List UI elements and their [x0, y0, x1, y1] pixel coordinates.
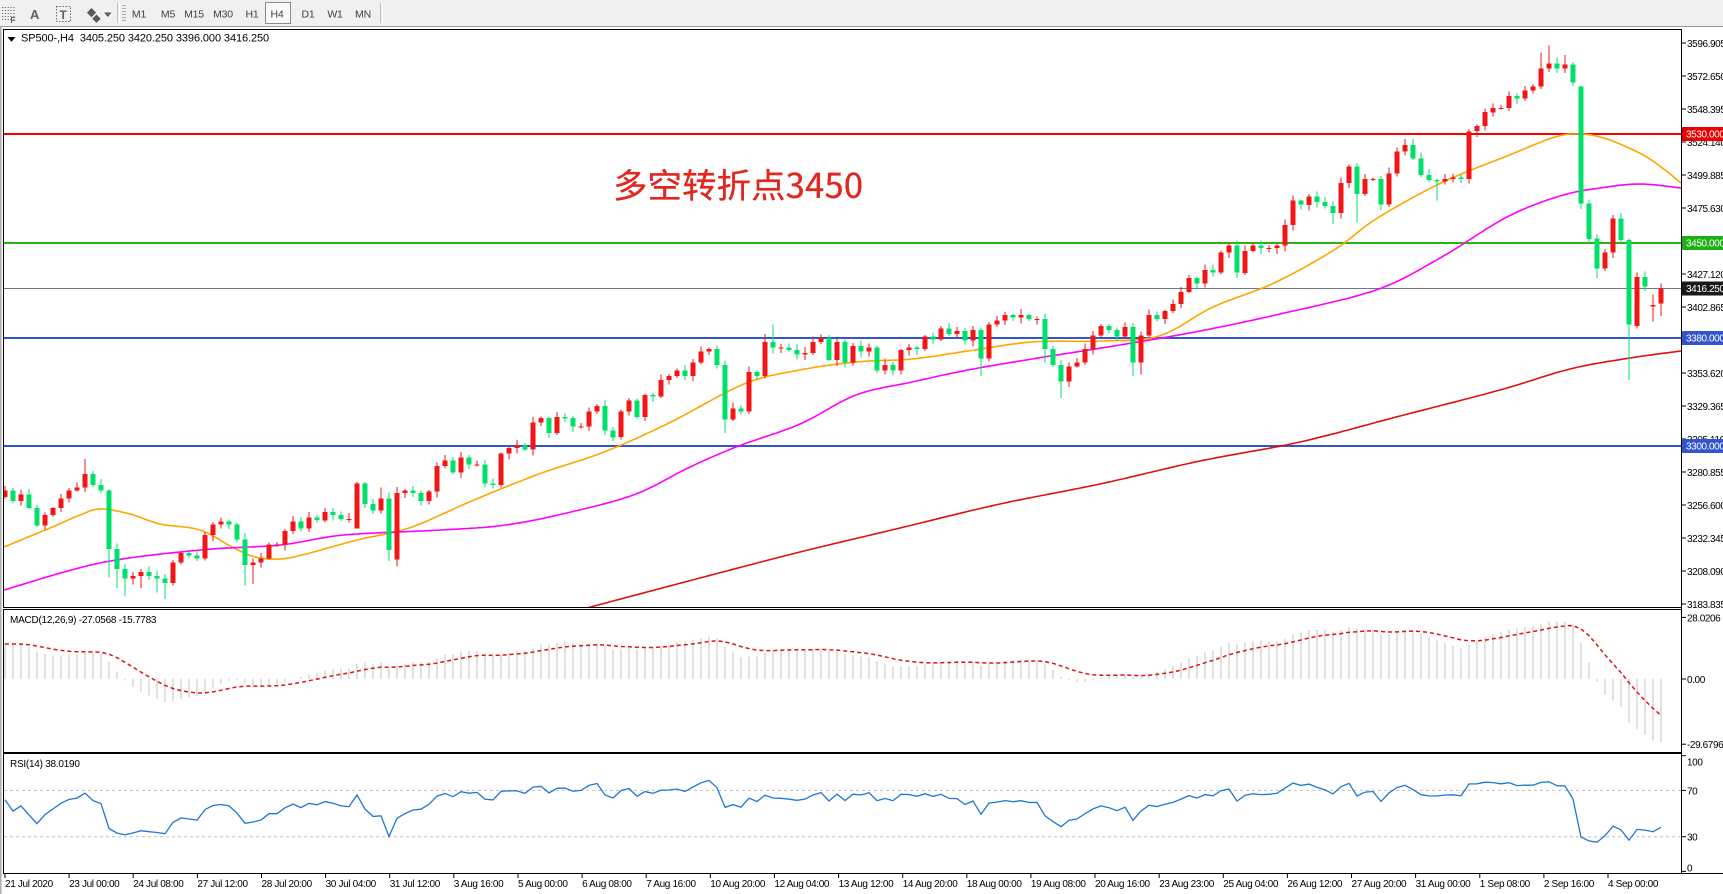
svg-text:3524.140: 3524.140 [1687, 138, 1723, 149]
svg-text:M15: M15 [184, 9, 204, 21]
svg-text:18 Aug 00:00: 18 Aug 00:00 [967, 879, 1023, 890]
svg-text:F: F [11, 15, 16, 25]
svg-text:30 Jul 04:00: 30 Jul 04:00 [326, 879, 377, 890]
svg-text:28 Jul 20:00: 28 Jul 20:00 [262, 879, 313, 890]
svg-text:3329.365: 3329.365 [1687, 402, 1723, 413]
svg-text:6 Aug 08:00: 6 Aug 08:00 [582, 879, 632, 890]
svg-text:100: 100 [1687, 758, 1703, 769]
svg-text:26 Aug 12:00: 26 Aug 12:00 [1287, 879, 1343, 890]
svg-text:3380.000: 3380.000 [1686, 334, 1723, 345]
svg-text:19 Aug 08:00: 19 Aug 08:00 [1031, 879, 1087, 890]
svg-text:31 Aug 00:00: 31 Aug 00:00 [1416, 879, 1472, 890]
svg-text:70: 70 [1687, 786, 1698, 797]
svg-text:3256.600: 3256.600 [1687, 501, 1723, 512]
svg-text:-29.6796: -29.6796 [1687, 740, 1723, 751]
svg-text:3548.395: 3548.395 [1687, 105, 1723, 116]
svg-text:4 Sep 00:00: 4 Sep 00:00 [1608, 879, 1659, 890]
svg-text:12 Aug 04:00: 12 Aug 04:00 [774, 879, 830, 890]
svg-text:MACD(12,26,9) -27.0568 -15.778: MACD(12,26,9) -27.0568 -15.7783 [10, 615, 157, 626]
svg-text:25 Aug 04:00: 25 Aug 04:00 [1223, 879, 1279, 890]
svg-text:23 Aug 23:00: 23 Aug 23:00 [1159, 879, 1215, 890]
svg-text:T: T [60, 8, 68, 22]
svg-text:0.00: 0.00 [1687, 675, 1706, 686]
svg-text:5 Aug 00:00: 5 Aug 00:00 [518, 879, 568, 890]
svg-text:SP500-,H4 3405.250 3420.250 3: SP500-,H4 3405.250 3420.250 3396.000 341… [21, 33, 269, 45]
svg-text:3353.620: 3353.620 [1687, 369, 1723, 380]
svg-text:23 Jul 00:00: 23 Jul 00:00 [69, 879, 120, 890]
svg-text:1 Sep 08:00: 1 Sep 08:00 [1480, 879, 1531, 890]
svg-text:27 Aug 20:00: 27 Aug 20:00 [1352, 879, 1408, 890]
svg-text:3530.000: 3530.000 [1686, 130, 1723, 141]
svg-text:H1: H1 [245, 9, 258, 21]
svg-text:14 Aug 20:00: 14 Aug 20:00 [903, 879, 959, 890]
svg-text:24 Jul 08:00: 24 Jul 08:00 [133, 879, 184, 890]
svg-text:RSI(14) 38.0190: RSI(14) 38.0190 [10, 759, 80, 770]
svg-text:13 Aug 12:00: 13 Aug 12:00 [839, 879, 895, 890]
svg-text:3280.855: 3280.855 [1687, 468, 1723, 479]
svg-text:10 Aug 20:00: 10 Aug 20:00 [710, 879, 766, 890]
svg-text:3596.905: 3596.905 [1687, 39, 1723, 50]
svg-text:MN: MN [355, 9, 371, 21]
svg-text:28.0206: 28.0206 [1687, 613, 1721, 624]
svg-text:3572.650: 3572.650 [1687, 72, 1723, 83]
svg-text:3427.120: 3427.120 [1687, 270, 1723, 281]
svg-text:3450.000: 3450.000 [1686, 239, 1723, 250]
svg-text:3416.250: 3416.250 [1686, 284, 1723, 295]
svg-text:D1: D1 [301, 9, 314, 21]
svg-text:M5: M5 [161, 9, 176, 21]
svg-text:21 Jul 2020: 21 Jul 2020 [5, 879, 54, 890]
svg-text:2 Sep 16:00: 2 Sep 16:00 [1544, 879, 1595, 890]
svg-text:3232.345: 3232.345 [1687, 534, 1723, 545]
svg-text:0: 0 [1687, 863, 1693, 874]
svg-text:3300.000: 3300.000 [1686, 442, 1723, 453]
svg-text:3208.090: 3208.090 [1687, 567, 1723, 578]
svg-text:27 Jul 12:00: 27 Jul 12:00 [197, 879, 248, 890]
svg-text:3402.865: 3402.865 [1687, 303, 1723, 314]
svg-text:3499.885: 3499.885 [1687, 171, 1723, 182]
svg-text:20 Aug 16:00: 20 Aug 16:00 [1095, 879, 1151, 890]
svg-text:W1: W1 [327, 9, 343, 21]
svg-text:M30: M30 [213, 9, 233, 21]
svg-text:3475.630: 3475.630 [1687, 204, 1723, 215]
svg-text:M1: M1 [132, 9, 147, 21]
svg-text:31 Jul 12:00: 31 Jul 12:00 [390, 879, 441, 890]
svg-text:3 Aug 16:00: 3 Aug 16:00 [454, 879, 504, 890]
svg-text:A: A [30, 7, 40, 22]
svg-text:H4: H4 [270, 9, 283, 21]
svg-text:7 Aug 16:00: 7 Aug 16:00 [646, 879, 696, 890]
svg-text:30: 30 [1687, 833, 1698, 844]
svg-text:3183.835: 3183.835 [1687, 600, 1723, 611]
